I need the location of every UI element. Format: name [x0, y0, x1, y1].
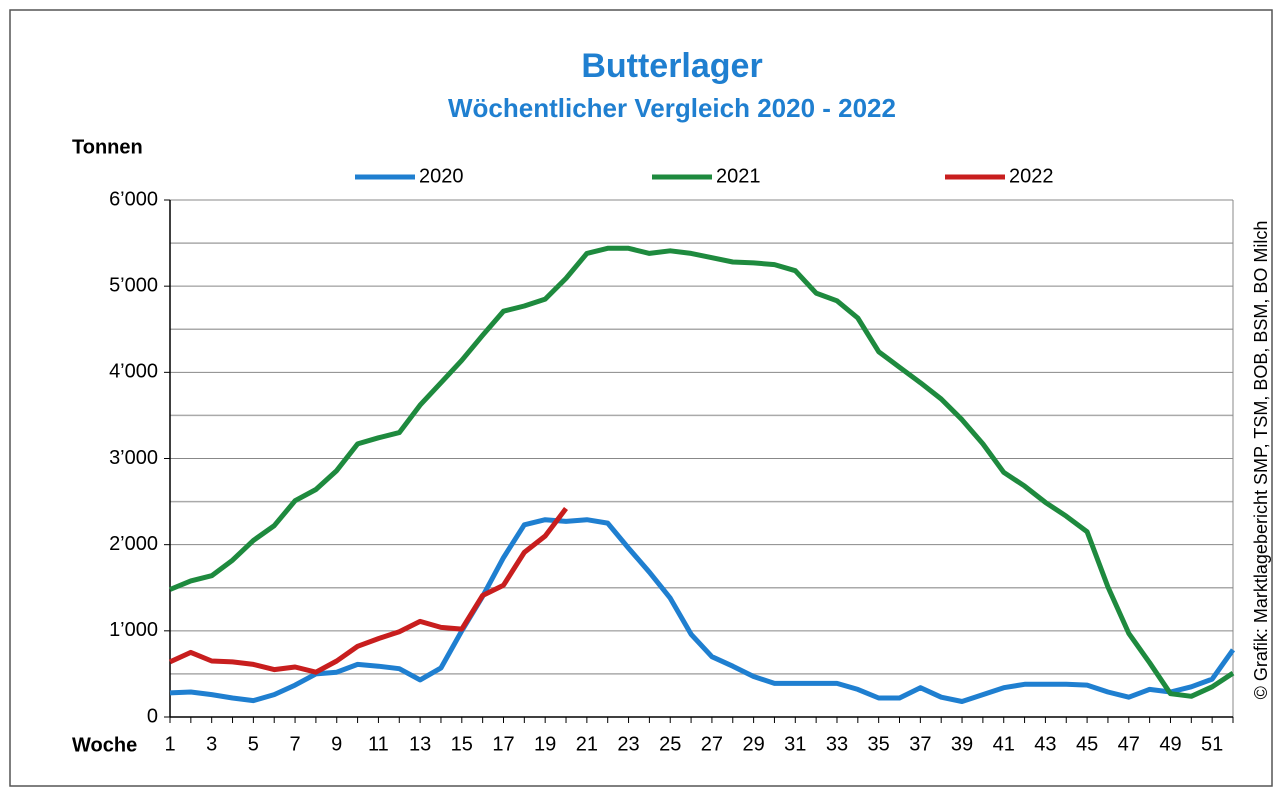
x-tick-label: 43	[1034, 733, 1056, 755]
series-line	[169, 245, 1235, 699]
x-tick-label: 1	[164, 733, 175, 755]
x-tick-label: 13	[409, 733, 431, 755]
y-tick-label: 1’000	[109, 619, 158, 641]
x-tick-label: 5	[248, 733, 259, 755]
legend-label: 2020	[419, 165, 464, 187]
x-tick-label: 11	[368, 733, 389, 755]
x-tick-label: 45	[1076, 733, 1098, 755]
x-tick-label: 15	[451, 733, 473, 755]
x-tick-label: 23	[617, 733, 639, 755]
x-tick-label: 25	[659, 733, 681, 755]
x-tick-label: 49	[1159, 733, 1181, 755]
x-tick-label: 7	[289, 733, 300, 755]
y-tick-label: 4’000	[109, 361, 158, 383]
x-tick-label: 17	[492, 733, 514, 755]
x-tick-label: 9	[331, 733, 342, 755]
y-tick-label: 5’000	[109, 274, 158, 296]
x-tick-label: 35	[868, 733, 890, 755]
source-note: © Grafik: Marktlagebericht SMP, TSM, BOB…	[1251, 221, 1271, 700]
x-tick-label: 33	[826, 733, 848, 755]
legend-label: 2022	[1009, 165, 1054, 187]
chart-subtitle: Wöchentlicher Vergleich 2020 - 2022	[448, 93, 896, 123]
y-tick-label: 6’000	[109, 188, 158, 210]
x-tick-label: 3	[206, 733, 217, 755]
y-tick-label: 3’000	[109, 447, 158, 469]
series-line	[168, 506, 568, 675]
x-tick-label: 51	[1201, 733, 1223, 755]
x-tick-label: 19	[534, 733, 556, 755]
series-line	[169, 517, 1236, 704]
x-tick-label: 29	[742, 733, 764, 755]
frame	[9, 9, 1273, 787]
x-tick-label: 31	[784, 733, 806, 755]
y-tick-label: 0	[147, 705, 158, 727]
x-tick-label: 41	[993, 733, 1015, 755]
x-tick-label: 21	[576, 733, 598, 755]
x-axis-label: Woche	[72, 734, 137, 756]
legend-label: 2021	[716, 165, 761, 187]
x-tick-label: 47	[1118, 733, 1140, 755]
chart-title: Butterlager	[581, 47, 762, 85]
y-tick-label: 2’000	[109, 533, 158, 555]
y-axis-label: Tonnen	[72, 136, 143, 158]
x-tick-label: 27	[701, 733, 723, 755]
x-tick-label: 39	[951, 733, 973, 755]
x-tick-label: 37	[909, 733, 931, 755]
